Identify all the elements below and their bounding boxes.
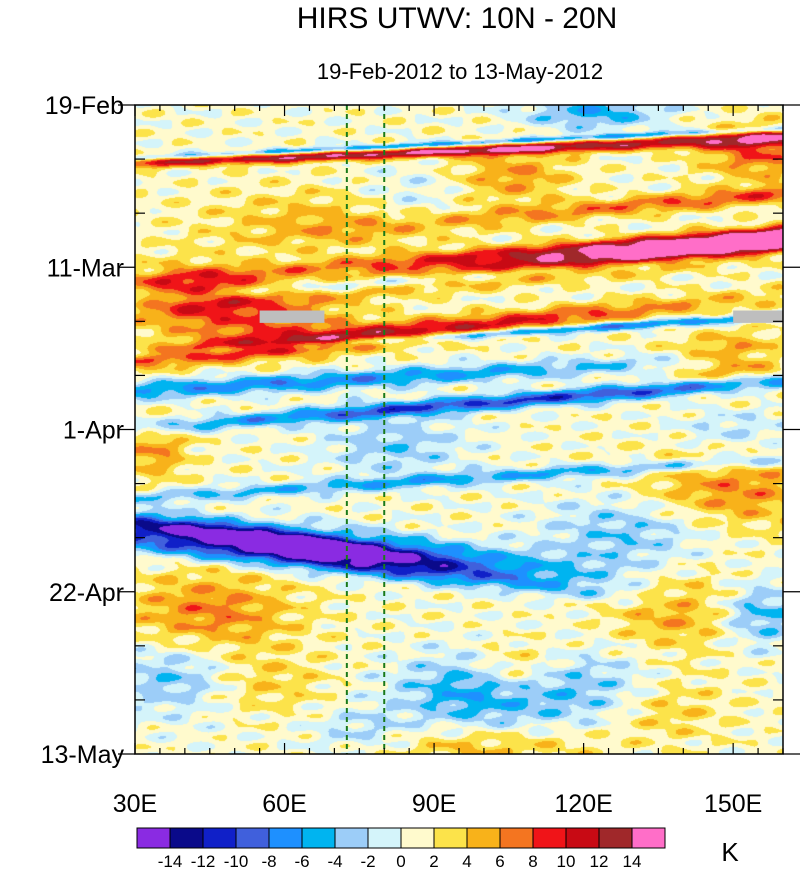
colorbar-label: 10 — [557, 852, 576, 869]
colorbar-label: -12 — [191, 852, 216, 869]
colorbar-label: -14 — [158, 852, 183, 869]
colorbar-label: 6 — [495, 852, 504, 869]
colorbar-label: -10 — [224, 852, 249, 869]
colorbar-label: 14 — [623, 852, 642, 869]
colorbar-label: -8 — [261, 852, 276, 869]
x-tick-label: 120E — [554, 790, 612, 818]
x-tick-label: 90E — [412, 790, 456, 818]
colorbar: -14 -12 -10 -8 -6 -4 -2 0 2 4 6 8 10 12 14 — [136, 827, 666, 869]
x-tick-label: 60E — [262, 790, 306, 818]
colorbar-swatch — [136, 827, 171, 849]
colorbar-label: -2 — [360, 852, 375, 869]
colorbar-unit: K — [721, 837, 739, 867]
y-tick-label: 11-Mar — [47, 254, 124, 282]
colorbar-label: 0 — [396, 852, 405, 869]
colorbar-swatch — [268, 827, 303, 849]
colorbar-swatch — [598, 827, 633, 849]
colorbar-swatch — [169, 827, 204, 849]
missing-data-layer — [259, 310, 783, 323]
colorbar-label: -4 — [327, 852, 342, 869]
x-tick-label: 30E — [113, 790, 157, 818]
colorbar-label: 2 — [429, 852, 438, 869]
missing-data-patch — [733, 310, 783, 323]
colorbar-swatch — [400, 827, 435, 849]
colorbar-swatch — [499, 827, 534, 849]
colorbar-swatch — [202, 827, 237, 849]
colorbar-swatch — [433, 827, 468, 849]
anomaly-field — [135, 105, 783, 754]
colorbar-label: -6 — [294, 852, 309, 869]
chart-subtitle: 19-Feb-2012 to 13-May-2012 — [317, 59, 603, 84]
y-axis: 19-Feb 11-Mar 1-Apr 22-Apr 13-May — [41, 92, 800, 769]
colorbar-label: 12 — [590, 852, 609, 869]
y-tick-label: 19-Feb — [45, 92, 124, 120]
colorbar-swatch — [235, 827, 270, 849]
colorbar-swatch — [565, 827, 600, 849]
y-tick-label: 13-May — [41, 741, 125, 769]
colorbar-swatch — [334, 827, 369, 849]
colorbar-swatch — [532, 827, 567, 849]
plot-area — [134, 104, 784, 755]
x-axis: 30E 60E 90E 120E 150E — [113, 105, 784, 818]
chart-title: HIRS UTWV: 10N - 20N — [297, 2, 618, 35]
y-tick-label: 22-Apr — [49, 579, 124, 607]
y-tick-label: 1-Apr — [63, 417, 124, 445]
x-tick-label: 150E — [704, 790, 762, 818]
colorbar-swatch — [367, 827, 402, 849]
colorbar-swatch — [466, 827, 501, 849]
reference-lines — [345, 105, 386, 754]
colorbar-label: 4 — [462, 852, 471, 869]
colorbar-swatch — [301, 827, 336, 849]
colorbar-label: 8 — [528, 852, 537, 869]
colorbar-swatch — [631, 827, 666, 849]
missing-data-patch — [259, 310, 325, 323]
